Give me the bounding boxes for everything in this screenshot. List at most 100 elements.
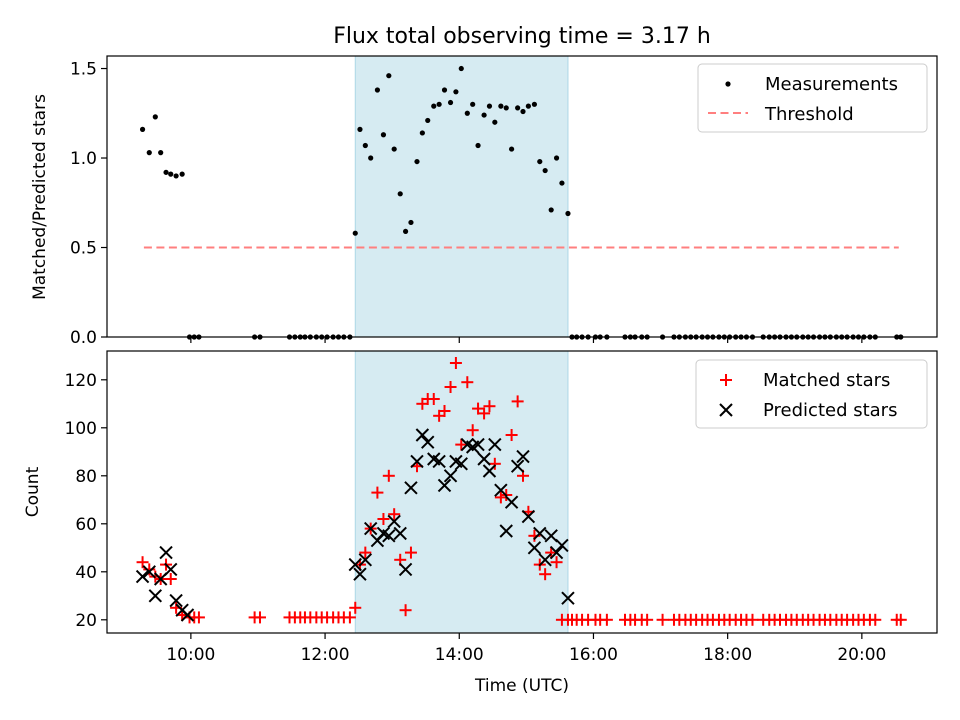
- measurement-point: [419, 130, 425, 136]
- measurement-point: [548, 207, 554, 213]
- matched-star-point: [505, 429, 518, 441]
- matched-star-point: [894, 613, 907, 626]
- measurement-point: [380, 132, 387, 138]
- measurement-point: [163, 169, 169, 175]
- measurement-point: [464, 110, 470, 116]
- predicted-star-point: [353, 567, 367, 581]
- predicted-star-point: [533, 526, 547, 541]
- predicted-star-b: [376, 526, 391, 541]
- legend-matched-marker: [720, 374, 732, 386]
- predicted-star-point: [142, 565, 156, 579]
- top-y-tick-label: 1.0: [70, 149, 97, 169]
- predicted-star-b: [180, 608, 195, 622]
- top-x-ticks: [190, 337, 863, 343]
- measurement-point: [146, 150, 152, 156]
- matched-star-point: [192, 611, 205, 624]
- predicted-star-point: [135, 569, 150, 584]
- matched-stars-points: [136, 357, 907, 626]
- measurement-point: [173, 173, 179, 179]
- matched-star-point: [164, 573, 177, 585]
- bottom-y-tick-label: 120: [65, 371, 97, 391]
- matched-star-point: [427, 393, 440, 405]
- bottom-axes-frame: [106, 350, 938, 634]
- top-legend-box: [697, 63, 928, 133]
- x-tick-label: 14:00: [435, 645, 484, 665]
- measurement-point: [168, 171, 174, 177]
- legend-measurements-marker: [725, 81, 731, 87]
- top-legend: Measurements Threshold: [697, 63, 928, 133]
- predicted-star-b: [363, 521, 378, 536]
- measurement-point: [498, 103, 504, 109]
- predicted-star-b: [421, 435, 435, 449]
- predicted-star-point: [382, 529, 396, 543]
- matched-star-point: [382, 469, 395, 482]
- measurement-point: [441, 87, 448, 93]
- predicted-star-b: [353, 567, 367, 581]
- bottom-y-ticks: 20 40 60 80 100 120: [65, 371, 107, 631]
- measurement-point: [508, 146, 515, 152]
- measurement-point: [357, 126, 363, 132]
- bottom-panel: 20 40 60 80 100 120 10:00 12:00 14:00 16:00 18:00…: [23, 350, 938, 696]
- measurement-point: [447, 99, 454, 106]
- predicted-star-point: [504, 495, 519, 509]
- measurement-point: [179, 171, 185, 177]
- predicted-star-b: [477, 452, 491, 466]
- predicted-star-point: [488, 437, 502, 452]
- predicted-star-b: [527, 541, 542, 555]
- measurement-point: [425, 117, 431, 124]
- matched-star-point: [478, 407, 491, 420]
- x-tick-label: 18:00: [703, 645, 752, 665]
- predicted-star-point: [148, 589, 163, 603]
- predicted-star-point: [159, 545, 173, 560]
- predicted-star-point: [454, 457, 468, 471]
- predicted-star-b: [164, 562, 178, 577]
- bottom-legend: Matched stars Predicted stars: [695, 359, 928, 429]
- predicted-star-point: [544, 529, 558, 543]
- predicted-star-point: [437, 478, 452, 493]
- predicted-star-point: [363, 521, 378, 536]
- measurement-point: [414, 158, 420, 165]
- matched-star-point: [550, 556, 563, 569]
- predicted-star-b: [142, 565, 156, 579]
- legend-measurements-label: Measurements: [765, 74, 898, 95]
- predicted-star-b: [555, 538, 569, 553]
- predicted-star-point: [510, 459, 525, 473]
- matched-star-point: [371, 486, 384, 499]
- predicted-star-b: [482, 464, 497, 478]
- bottom-y-tick-label: 20: [75, 611, 97, 631]
- predicted-star-b: [135, 569, 150, 584]
- matched-star-point: [641, 613, 654, 626]
- x-tick-label: 10:00: [166, 645, 215, 665]
- predicted-star-b: [561, 591, 575, 605]
- predicted-star-b: [449, 454, 463, 469]
- predicted-star-b: [494, 483, 508, 497]
- observing-window-shade-top: [354, 55, 569, 338]
- predicted-star-b: [544, 529, 558, 543]
- predicted-star-point: [471, 437, 485, 452]
- measurement-point: [386, 73, 392, 79]
- predicted-star-point: [180, 608, 195, 622]
- measurement-point: [453, 89, 459, 95]
- matched-star-point: [438, 405, 451, 417]
- predicted-star-point: [549, 545, 564, 560]
- bottom-legend-box: [695, 359, 928, 429]
- measurement-point: [458, 65, 464, 72]
- top-y-tick-label: 0.5: [70, 239, 97, 259]
- bottom-x-ticks: 10:00 12:00 14:00 16:00 18:00 20:00: [166, 633, 886, 665]
- measurement-point: [431, 103, 437, 109]
- measurement-point: [352, 230, 358, 236]
- chart-title: Flux total observing time = 3.17 h: [333, 24, 711, 49]
- legend-matched-label: Matched stars: [763, 370, 890, 391]
- predicted-star-point: [164, 562, 178, 577]
- predicted-star-point: [169, 593, 183, 608]
- matched-star-point: [869, 613, 882, 626]
- predicted-star-b: [159, 545, 173, 560]
- measurement-point: [503, 105, 509, 111]
- bottom-y-tick-label: 40: [75, 563, 97, 583]
- predicted-star-b: [533, 526, 547, 541]
- x-tick-label: 12:00: [301, 645, 350, 665]
- matched-star-point: [455, 438, 468, 451]
- matched-star-point: [483, 400, 496, 413]
- predicted-star-b: [358, 553, 373, 567]
- predicted-star-b: [549, 545, 564, 560]
